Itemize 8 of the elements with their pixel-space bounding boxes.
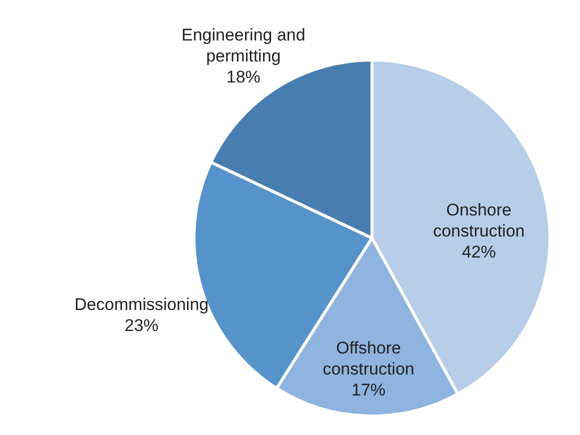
slice-label: Offshore construction [322, 338, 414, 378]
slice-label: Onshore construction [433, 200, 525, 241]
slice-label: Decommissioning [74, 294, 209, 314]
data-label: 17% [352, 380, 386, 400]
slice-label: Engineering and permitting [181, 25, 306, 66]
data-label: 23% [124, 316, 159, 335]
data-label: 42% [462, 242, 496, 262]
data-label: 18% [226, 67, 260, 86]
